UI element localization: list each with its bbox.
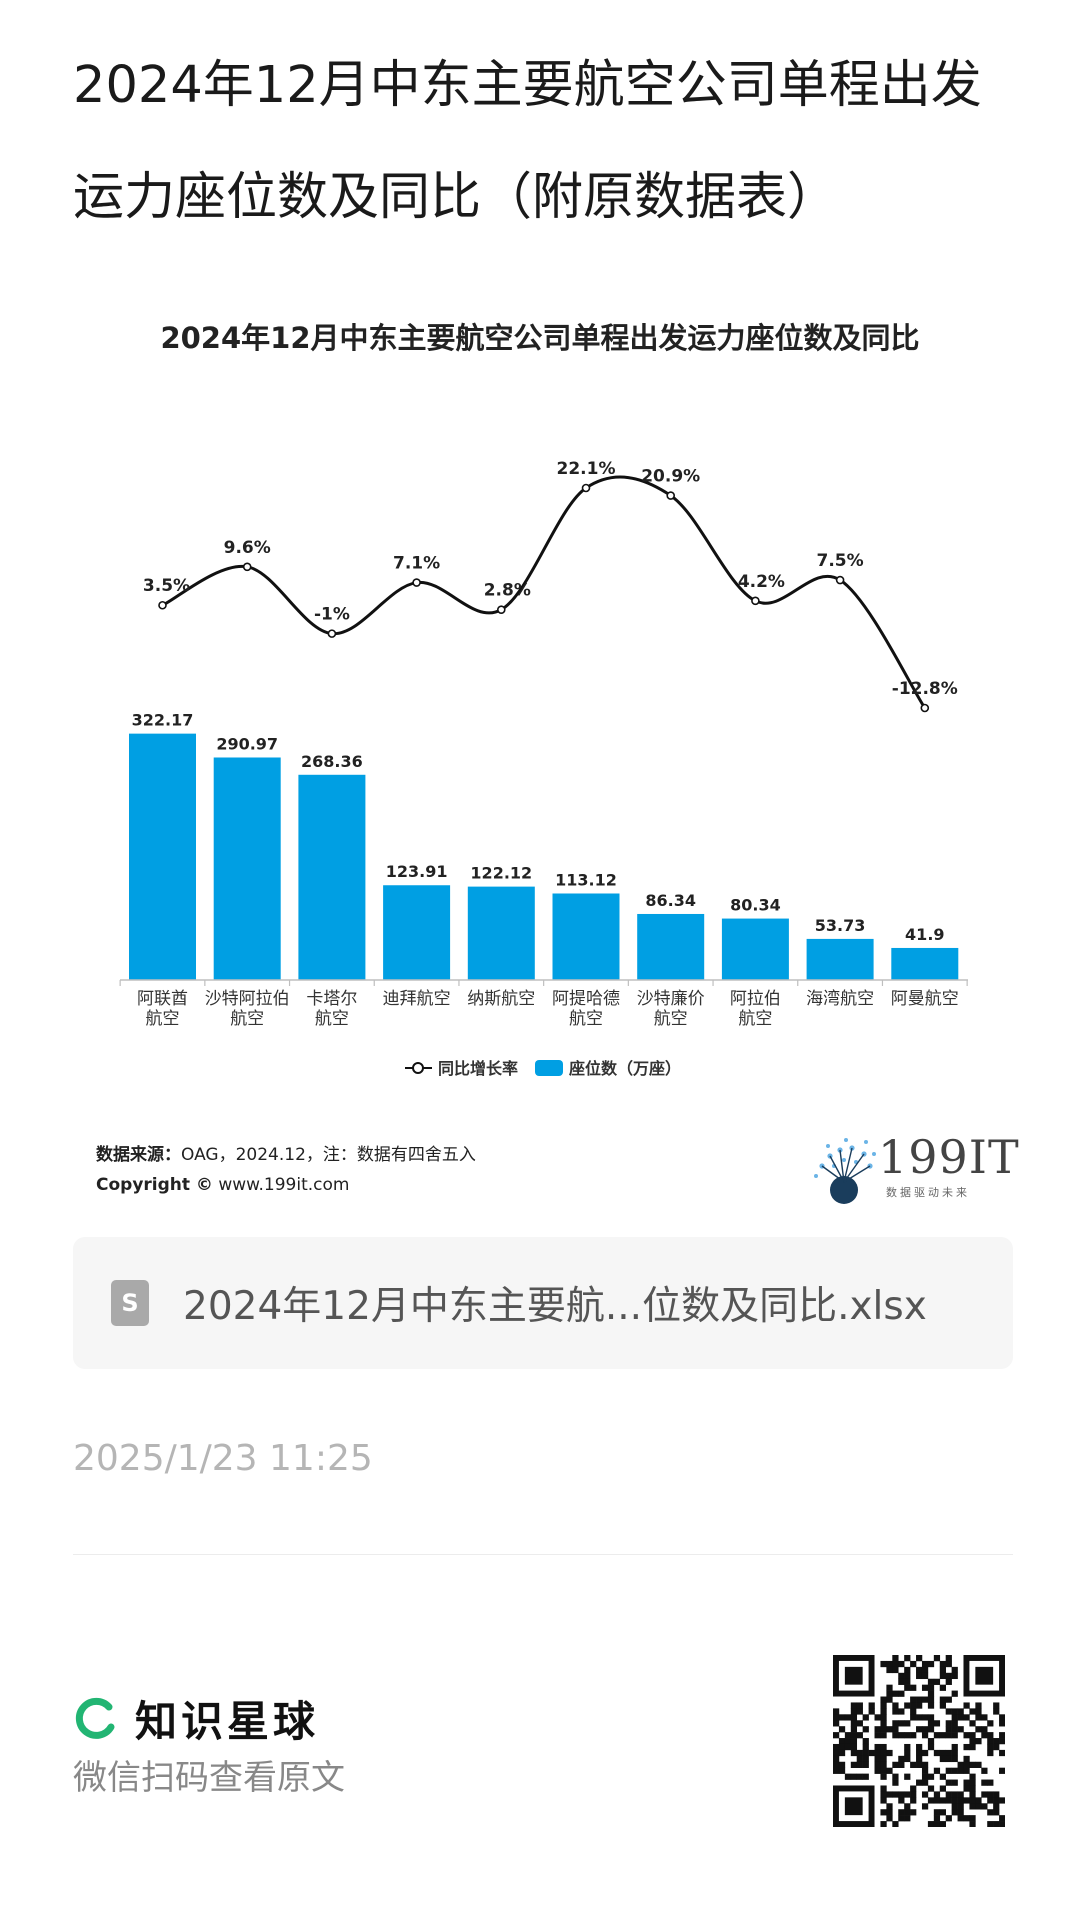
x-tick-label: 迪拜航空 <box>383 989 451 1009</box>
x-tick-label: 海湾航空 <box>806 989 874 1009</box>
bar <box>552 893 620 980</box>
bar-value-label: 123.91 <box>386 862 448 881</box>
brand-logo: 199IT 数据驱动未来 <box>808 1128 1019 1208</box>
line-value-label: 7.1% <box>393 554 440 574</box>
source-block: 数据来源：OAG，2024.12，注：数据有四舍五入 Copyright © w… <box>96 1140 476 1200</box>
bar-value-label: 113.12 <box>555 870 617 889</box>
line-point <box>751 596 760 606</box>
line-value-label: 20.9% <box>641 467 700 487</box>
line-value-label: -1% <box>314 605 350 625</box>
publish-timestamp: 2025/1/23 11:25 <box>73 1438 373 1479</box>
line-point <box>158 600 167 610</box>
footer-brand: 知识星球 <box>73 1688 319 1749</box>
bar-value-label: 322.17 <box>132 711 194 730</box>
bar <box>383 885 451 980</box>
bar-value-label: 122.12 <box>470 864 532 883</box>
bar <box>467 886 535 980</box>
legend-bar-label: 座位数（万座） <box>568 1059 681 1078</box>
attachment-file-name: 2024年12月中东主要航...位数及同比.xlsx <box>183 1284 927 1329</box>
bar-value-label: 41.9 <box>905 925 944 944</box>
bar <box>637 913 705 980</box>
x-tick-label: 阿联酋航空 <box>137 989 188 1029</box>
logo-text: 199IT <box>878 1130 1020 1184</box>
divider <box>73 1554 1013 1555</box>
bar <box>298 774 366 980</box>
bar <box>721 918 789 980</box>
bar <box>213 757 281 980</box>
legend-line-label: 同比增长率 <box>438 1059 518 1078</box>
knowledge-planet-icon <box>75 1697 115 1739</box>
bar <box>129 733 196 980</box>
copyright-text: www.199it.com <box>218 1175 350 1195</box>
line-value-label: -12.8% <box>892 679 958 699</box>
growth-line <box>161 475 927 709</box>
source-label: 数据来源： <box>96 1145 181 1165</box>
bar-value-label: 86.34 <box>645 891 696 910</box>
legend: 同比增长率 座位数（万座） <box>405 1059 681 1078</box>
attachment-card[interactable]: S 2024年12月中东主要航...位数及同比.xlsx <box>73 1237 1013 1369</box>
line-point <box>496 605 506 614</box>
copyright-label: Copyright © <box>96 1175 213 1195</box>
logo-tagline: 数据驱动未来 <box>886 1186 970 1199</box>
bar <box>806 938 874 980</box>
x-tick-label: 沙特廉价航空 <box>637 989 705 1029</box>
x-tick-label: 沙特阿拉伯航空 <box>205 989 290 1029</box>
line-point <box>666 491 676 500</box>
line-point <box>835 575 845 585</box>
line-point <box>327 629 337 638</box>
bar <box>891 947 959 980</box>
bar-value-label: 290.97 <box>216 734 278 753</box>
x-tick-label: 纳斯航空 <box>467 989 535 1009</box>
chart-title: 2024年12月中东主要航空公司单程出发运力座位数及同比 <box>160 321 919 355</box>
x-tick-label: 阿曼航空 <box>891 989 959 1009</box>
chart: 2024年12月中东主要航空公司单程出发运力座位数及同比 322.17 290.9… <box>119 321 968 1078</box>
legend-bar-icon <box>535 1060 563 1076</box>
spreadsheet-file-icon: S <box>111 1280 149 1326</box>
bar-value-label: 80.34 <box>730 896 781 915</box>
qr-code-icon[interactable] <box>833 1655 1005 1827</box>
line-value-label: 2.8% <box>484 581 531 601</box>
line-point <box>581 483 591 493</box>
scan-hint: 微信扫码查看原文 <box>73 1758 345 1798</box>
line-value-label: 9.6% <box>224 538 271 558</box>
bar-value-label: 268.36 <box>301 752 363 771</box>
brand-name: 知识星球 <box>135 1697 320 1746</box>
x-tick-label: 阿拉伯航空 <box>730 989 781 1029</box>
x-tick-label: 卡塔尔航空 <box>306 989 357 1029</box>
dandelion-icon <box>814 1138 876 1204</box>
source-text: OAG，2024.12，注：数据有四舍五入 <box>181 1145 476 1165</box>
line-value-label: 3.5% <box>143 576 190 596</box>
legend-line-marker-icon <box>412 1062 424 1074</box>
line-value-label: 22.1% <box>557 459 616 479</box>
bar-value-label: 53.73 <box>815 916 866 935</box>
line-point <box>412 578 421 587</box>
line-point <box>242 562 252 572</box>
x-tick-label: 阿提哈德航空 <box>552 989 620 1029</box>
line-value-label: 7.5% <box>817 551 864 571</box>
line-point <box>920 703 930 713</box>
page-title: 2024年12月中东主要航空公司单程出发运力座位数及同比（附原数据表） <box>73 56 982 227</box>
line-value-label: 4.2% <box>738 572 785 592</box>
